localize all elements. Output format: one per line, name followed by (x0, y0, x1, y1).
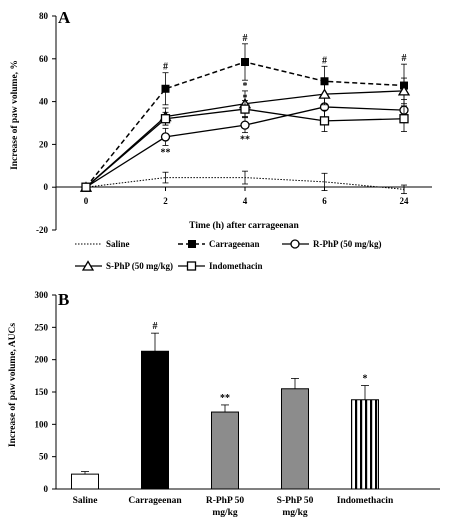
panel-a-x-tick-label: 0 (84, 196, 89, 206)
panel-a-label: A (58, 8, 71, 27)
category-label-indomethacin: Indomethacin (337, 496, 394, 506)
data-point (160, 114, 171, 124)
bar-chart-panel-b: B Increase of paw volume, AUCs 0 50 100 150… (8, 290, 440, 518)
legend-r-php-label: R-PhP (50 mg/kg) (313, 239, 382, 249)
data-point (319, 116, 330, 126)
panel-a-y-tick-label: 40 (39, 97, 49, 107)
series-indomethacin: * (81, 93, 409, 192)
panel-b-y-tick-label: 50 (39, 452, 49, 462)
legend-item-r-php: R-PhP (50 mg/kg) (282, 239, 382, 249)
panel-b-y-tick-label: 0 (44, 484, 49, 494)
bar-saline (71, 473, 99, 490)
data-point (397, 85, 411, 96)
data-point (241, 58, 249, 67)
significance-mark: ** (240, 135, 250, 146)
panel-a-x-axis-label: Time (h) after carrageenan (189, 220, 299, 231)
bar-indomethacin (351, 399, 379, 490)
data-point (318, 88, 331, 99)
bar-significance-mark: * (363, 374, 368, 385)
line-chart-panel-a: A Increase of paw volume, % Time (h) aft… (10, 8, 432, 235)
legend-item-s-php: S-PhP (50 mg/kg) (75, 260, 173, 271)
panel-a-y-tick-label: 80 (39, 11, 49, 21)
panel-a-x-tick-label: 6 (322, 196, 327, 206)
legend-s-php-marker-icon (81, 260, 95, 271)
panel-b-y-tick-label: 150 (35, 387, 49, 397)
category-label-carrageenan: Carrageenan (128, 496, 182, 506)
legend-item-saline: Saline (75, 239, 130, 249)
bar-significance-mark: # (153, 321, 158, 332)
significance-mark: # (322, 55, 327, 66)
data-point (161, 84, 170, 93)
panel-a-y-tick-label: 20 (39, 139, 49, 149)
legend-indomethacin-label: Indomethacin (209, 261, 263, 271)
significance-mark: # (402, 53, 407, 64)
significance-mark: # (163, 62, 168, 73)
significance-mark: * (243, 81, 248, 92)
bar-carrageenan (141, 350, 169, 490)
data-point (320, 77, 329, 86)
legend-saline-label: Saline (106, 239, 130, 249)
bar-r-php-50-mg-kg (211, 411, 239, 490)
panel-a-x-tick-label: 4 (243, 196, 248, 206)
legend-r-php-marker-icon (290, 239, 300, 249)
panel-b-y-tick-label: 250 (35, 322, 49, 332)
significance-mark: # (243, 33, 248, 44)
legend-s-php-label: S-PhP (50 mg/kg) (106, 261, 173, 271)
data-point (240, 104, 250, 114)
significance-mark: * (243, 93, 248, 104)
bar-s-php-50-mg-kg (281, 388, 309, 490)
legend-item-indomethacin: Indomethacin (178, 261, 263, 271)
bar-significance-mark: ** (220, 393, 230, 404)
panel-b-y-tick-label: 200 (35, 355, 49, 365)
series-saline (85, 170, 407, 195)
category-label-s-php-50-mg-kg: S-PhP 50 mg/kg (277, 496, 314, 518)
data-point (81, 182, 91, 192)
panel-a-x-tick-label: 2 (163, 196, 168, 206)
panel-a-y-tick-label: -20 (36, 225, 48, 235)
category-label-saline: Saline (73, 496, 98, 506)
legend-carrageenan-marker-icon (188, 240, 196, 248)
panel-a-y-tick-label: 60 (39, 54, 49, 64)
panel-a-y-axis-label: Increase of paw volume, % (10, 60, 20, 170)
data-point (240, 120, 250, 130)
panel-b-y-tick-label: 300 (35, 290, 49, 300)
panel-a-x-tick-label: 24 (400, 196, 410, 206)
panel-b-label: B (58, 290, 69, 309)
panel-a-legend: Saline Carrageenan R-PhP (50 mg/kg) S-Ph… (75, 239, 382, 271)
data-point (160, 132, 171, 142)
legend-item-carrageenan: Carrageenan (178, 239, 260, 249)
category-label-r-php-50-mg-kg: R-PhP 50 mg/kg (206, 496, 245, 518)
panel-a-y-tick-label: 0 (44, 182, 49, 192)
panel-b-y-axis-label: Increase of paw volume, AUCs (8, 323, 18, 447)
data-point (399, 114, 409, 124)
legend-carrageenan-label: Carrageenan (209, 239, 260, 249)
legend-indomethacin-marker-icon (186, 261, 197, 271)
significance-mark: ** (161, 147, 171, 158)
panel-b-y-tick-label: 100 (35, 419, 49, 429)
